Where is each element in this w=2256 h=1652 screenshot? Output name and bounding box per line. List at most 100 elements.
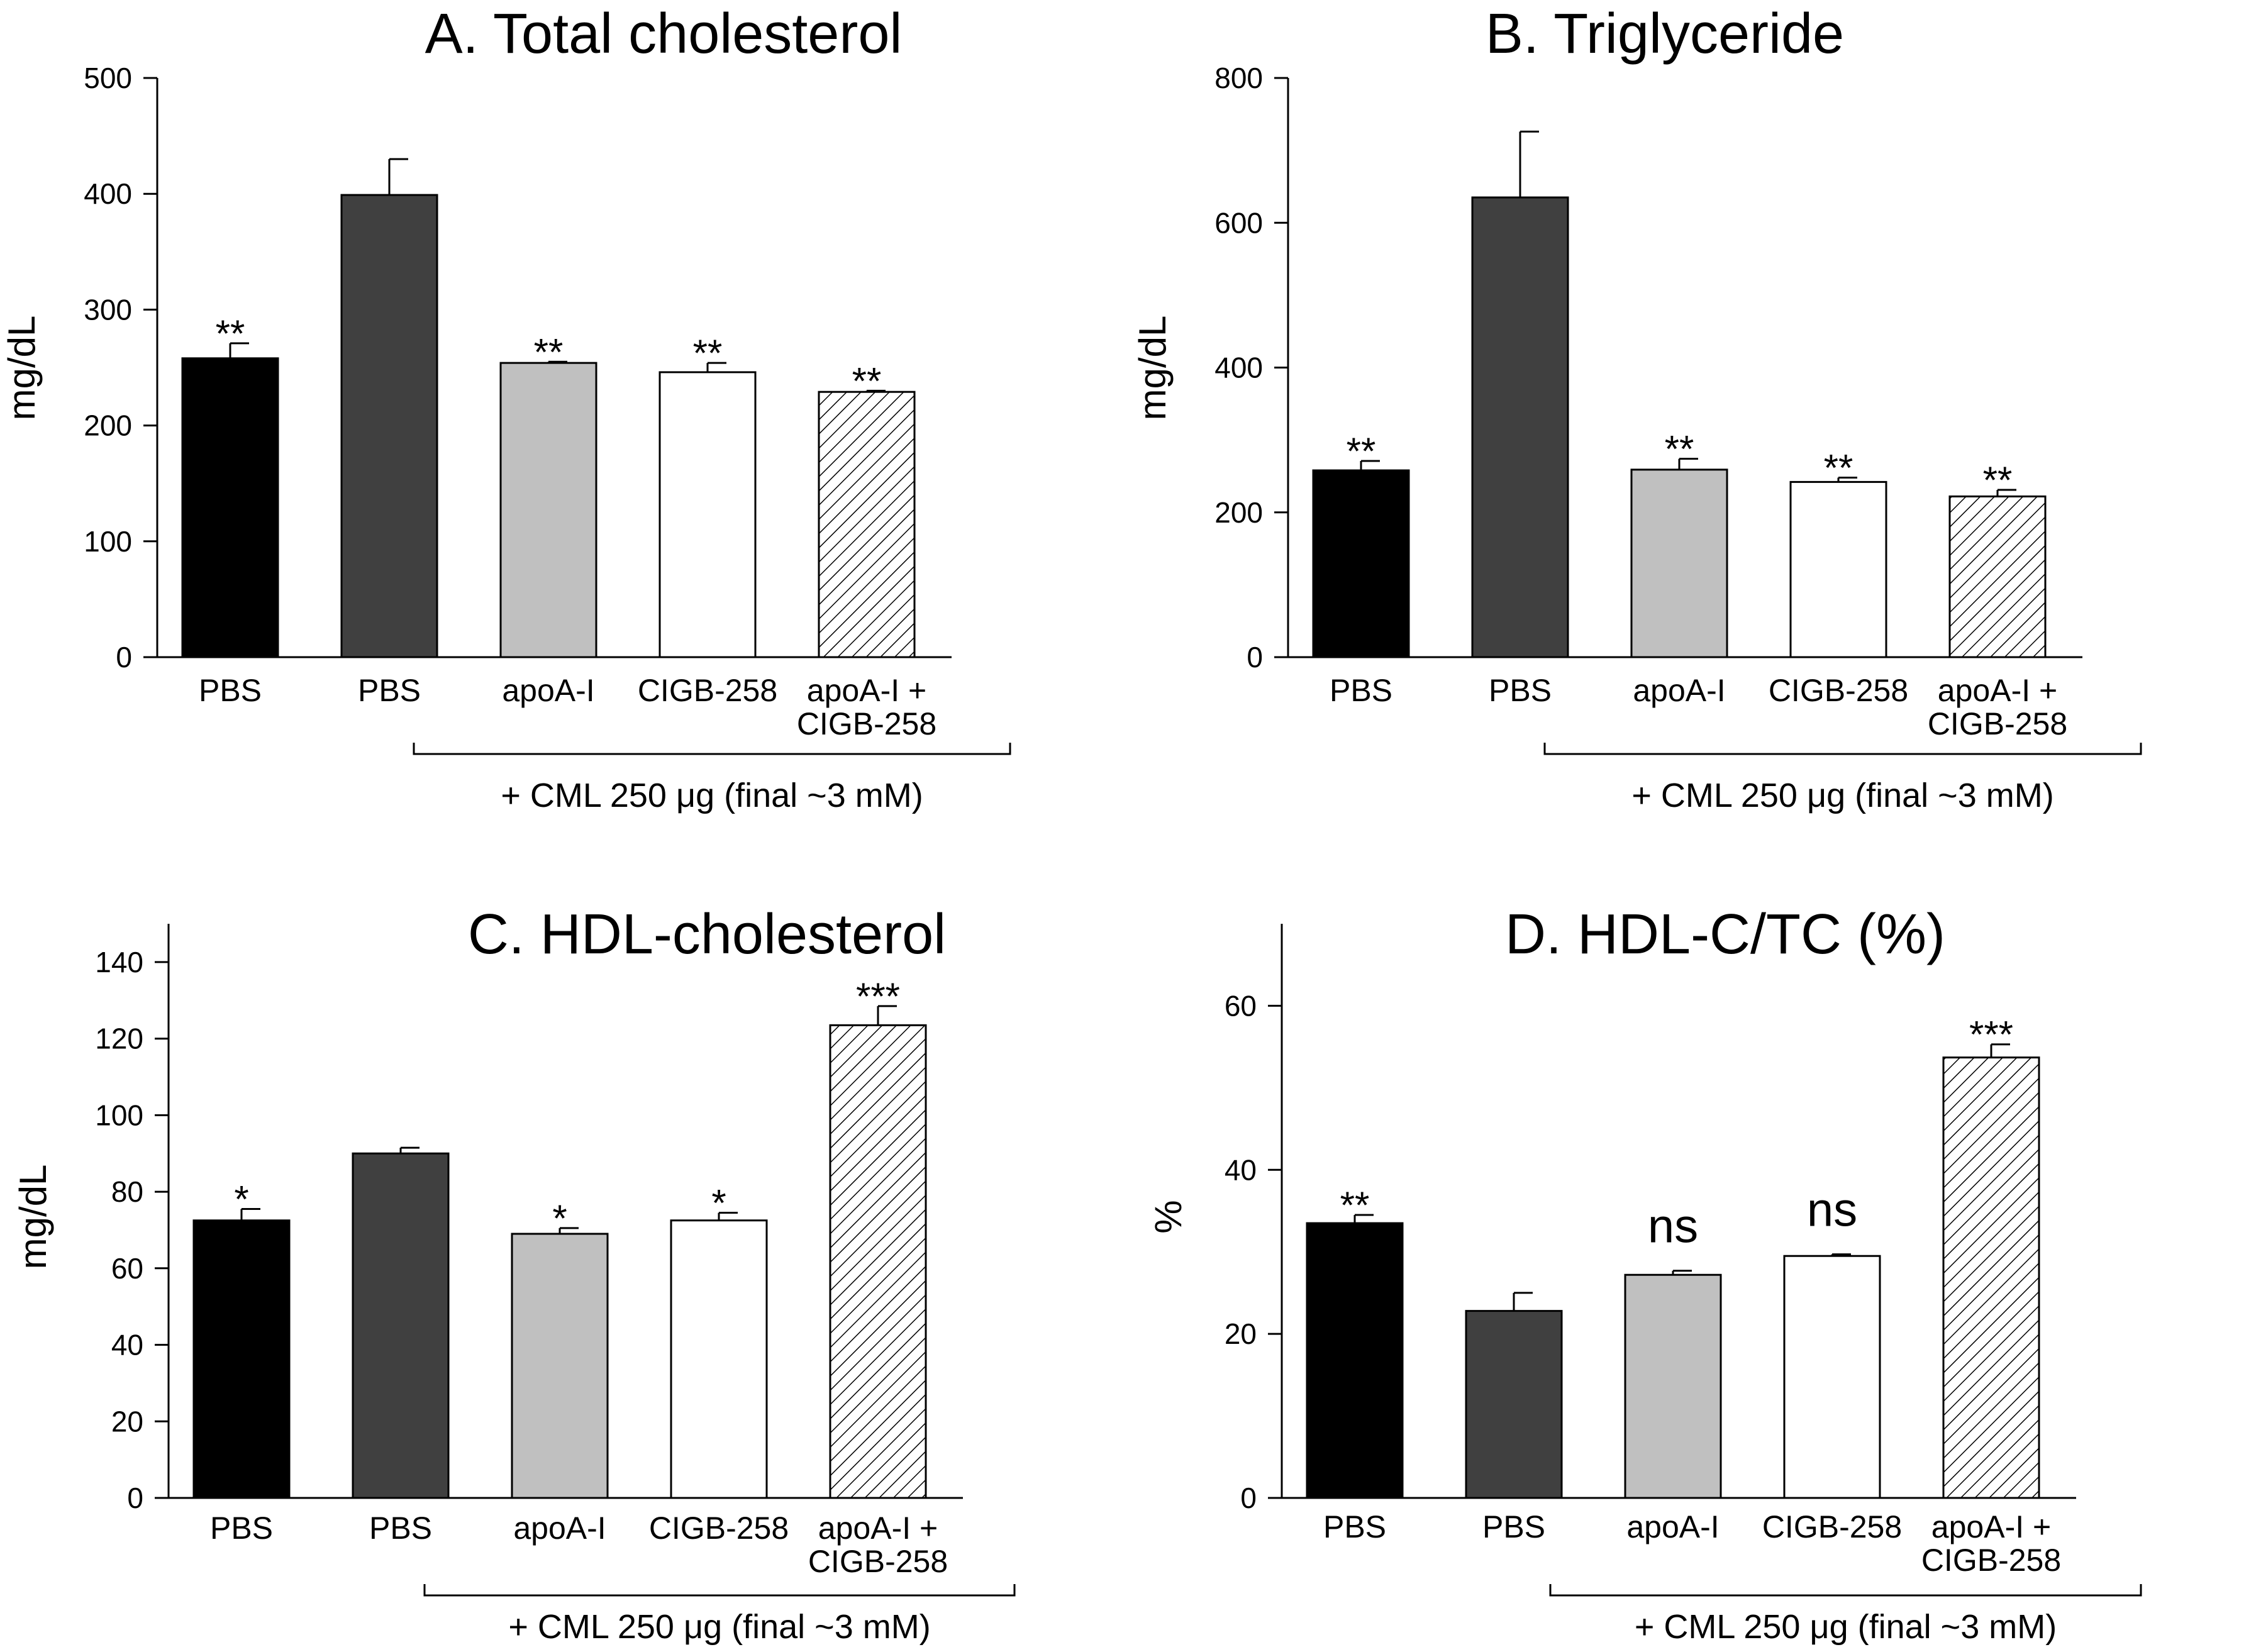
bracket-label: + CML 250 μg (final ~3 mM) <box>1635 1608 2057 1646</box>
chart-title: D. HDL-C/TC (%) <box>1505 903 1945 966</box>
category-label: apoA-I + <box>1931 1509 2051 1544</box>
category-label: PBS <box>1323 1509 1386 1544</box>
y-tick-label: 100 <box>95 1099 143 1131</box>
bar <box>1630 468 1728 658</box>
category-label: CIGB-258 <box>649 1511 789 1546</box>
bar <box>1306 1222 1404 1499</box>
significance-marker: ** <box>1347 430 1376 472</box>
category-label: CIGB-258 <box>1921 1543 2061 1578</box>
bar <box>1789 480 1887 658</box>
significance-marker: ** <box>534 331 564 373</box>
chart-panel-3: C. HDL-cholesterol 0 20 40 60 80 100 120 140 mg/d… <box>12 903 1016 1646</box>
bar <box>1942 1056 2040 1499</box>
y-tick-label: 60 <box>1225 989 1257 1022</box>
y-tick-label: 0 <box>127 1482 143 1514</box>
bar <box>340 194 438 658</box>
treatment-bracket <box>1549 1584 2142 1597</box>
bar <box>1948 495 2047 658</box>
y-tick-label: 40 <box>1225 1153 1257 1186</box>
bar <box>670 1219 768 1499</box>
y-tick-label: 20 <box>111 1405 143 1438</box>
chart-panel-4: D. HDL-C/TC (%) 0 20 40 60% ** PBS PBS ns apoA-I n… <box>1147 903 2142 1646</box>
category-label: apoA-I <box>1633 673 1725 708</box>
y-tick-label: 400 <box>84 177 132 210</box>
y-axis-label: % <box>1147 1200 1189 1233</box>
bar <box>1312 469 1410 658</box>
category-label: PBS <box>199 673 262 708</box>
significance-marker: ** <box>852 360 882 402</box>
category-label: PBS <box>1489 673 1552 708</box>
category-label: apoA-I <box>502 673 594 708</box>
category-label: CIGB-258 <box>1769 673 1908 708</box>
chart-title: C. HDL-cholesterol <box>468 903 946 966</box>
significance-marker: ** <box>1824 446 1853 489</box>
category-label: apoA-I <box>1626 1509 1719 1544</box>
y-tick-label: 0 <box>1247 641 1263 674</box>
category-label: apoA-I + <box>807 673 926 708</box>
bar <box>1624 1273 1722 1499</box>
chart-panel-1: A. Total cholesterol 0 100 200 300 400 500 mg/d… <box>1 3 1011 814</box>
y-tick-label: 600 <box>1214 206 1263 239</box>
y-tick-label: 300 <box>84 293 132 326</box>
category-label: CIGB-258 <box>1928 706 2067 741</box>
bar <box>1471 196 1569 658</box>
bracket-label: + CML 250 μg (final ~3 mM) <box>501 777 923 814</box>
significance-marker: *** <box>1969 1014 2013 1056</box>
significance-marker: * <box>711 1182 726 1224</box>
bar <box>499 362 597 658</box>
y-tick-label: 140 <box>95 946 143 978</box>
y-tick-label: 0 <box>1240 1482 1257 1514</box>
y-tick-label: 120 <box>95 1023 143 1055</box>
y-tick-label: 400 <box>1214 352 1263 384</box>
significance-marker: ** <box>1665 428 1694 470</box>
category-label: PBS <box>369 1511 432 1546</box>
y-tick-label: 200 <box>84 409 132 442</box>
y-tick-label: 200 <box>1214 496 1263 529</box>
significance-marker: ** <box>216 313 245 355</box>
y-tick-label: 800 <box>1214 62 1263 94</box>
bar <box>511 1233 609 1499</box>
bar <box>1465 1310 1563 1499</box>
category-label: apoA-I + <box>818 1511 938 1546</box>
significance-marker: * <box>552 1197 567 1239</box>
category-label: CIGB-258 <box>808 1544 948 1579</box>
y-axis-label: mg/dL <box>1131 316 1174 421</box>
bar <box>658 371 757 658</box>
significance-marker: ** <box>693 332 723 374</box>
chart-title: A. Total cholesterol <box>425 3 903 65</box>
bar <box>181 357 279 658</box>
bar <box>829 1024 927 1499</box>
category-label: apoA-I + <box>1938 673 2057 708</box>
bar <box>192 1219 291 1499</box>
y-axis-label: mg/dL <box>1 316 43 421</box>
category-label: PBS <box>1330 673 1392 708</box>
category-label: PBS <box>210 1511 273 1546</box>
treatment-bracket <box>1543 743 2142 755</box>
significance-marker: ns <box>1648 1200 1698 1253</box>
category-label: apoA-I <box>513 1511 606 1546</box>
y-tick-label: 0 <box>116 641 132 674</box>
significance-marker: ** <box>1983 459 2013 501</box>
y-tick-label: 80 <box>111 1175 143 1208</box>
y-tick-label: 60 <box>111 1252 143 1285</box>
category-label: CIGB-258 <box>638 673 777 708</box>
y-tick-label: 20 <box>1225 1317 1257 1350</box>
chart-panel-2: B. Triglyceride 0 200 400 600 800 mg/dL ** PBS PB… <box>1131 3 2142 814</box>
significance-marker: *** <box>856 975 900 1017</box>
significance-marker: ns <box>1807 1184 1857 1237</box>
y-tick-label: 500 <box>84 62 132 94</box>
bar <box>352 1152 450 1499</box>
y-axis-label: mg/dL <box>12 1165 54 1270</box>
treatment-bracket <box>423 1584 1016 1597</box>
significance-marker: * <box>234 1178 248 1220</box>
bar <box>818 391 916 658</box>
bracket-label: + CML 250 μg (final ~3 mM) <box>508 1608 930 1646</box>
y-tick-label: 40 <box>111 1329 143 1361</box>
chart-title: B. Triglyceride <box>1486 3 1844 65</box>
bar <box>1783 1255 1881 1499</box>
treatment-bracket <box>413 743 1011 755</box>
bracket-label: + CML 250 μg (final ~3 mM) <box>1631 777 2053 814</box>
category-label: PBS <box>358 673 421 708</box>
category-label: CIGB-258 <box>1762 1509 1902 1544</box>
